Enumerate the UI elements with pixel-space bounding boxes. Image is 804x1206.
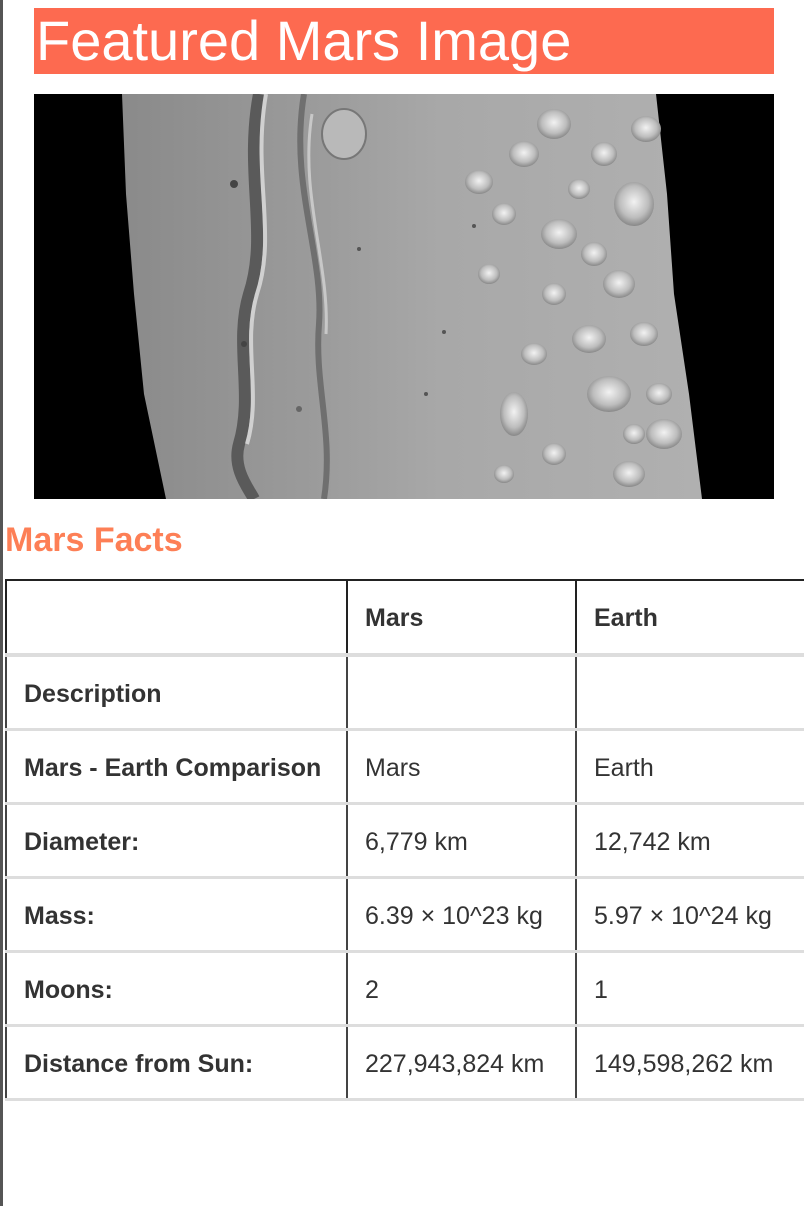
window-left-edge [0,0,3,1206]
mars-value: 6,779 km [346,803,577,879]
table-row: Mass: 6.39 × 10^23 kg 5.97 × 10^24 kg [5,877,804,953]
row-label: Mass: [5,877,348,953]
mars-value: 6.39 × 10^23 kg [346,877,577,953]
row-label: Distance from Sun: [5,1025,348,1101]
mars-value: 227,943,824 km [346,1025,577,1101]
table-row: Description [5,654,804,731]
row-label: Description [5,654,348,731]
earth-value [575,654,804,731]
table-row: Diameter: 6,779 km 12,742 km [5,803,804,879]
mars-facts-table: Mars Earth Description Mars - Earth Comp… [5,579,804,1101]
table-row: Distance from Sun: 227,943,824 km 149,59… [5,1025,804,1101]
row-label: Diameter: [5,803,348,879]
featured-image-title: Featured Mars Image [34,8,774,74]
mars-value: 2 [346,951,577,1027]
featured-mars-image[interactable] [34,94,774,499]
table-header-row: Mars Earth [5,579,804,657]
header-cell-mars: Mars [346,579,577,657]
earth-value: Earth [575,729,804,805]
earth-value: 12,742 km [575,803,804,879]
row-label: Moons: [5,951,348,1027]
table-row: Mars - Earth Comparison Mars Earth [5,729,804,805]
mars-value [346,654,577,731]
earth-value: 1 [575,951,804,1027]
table-row: Moons: 2 1 [5,951,804,1027]
earth-value: 5.97 × 10^24 kg [575,877,804,953]
mars-facts-heading: Mars Facts [5,521,183,559]
mars-value: Mars [346,729,577,805]
header-cell-earth: Earth [575,579,804,657]
row-label: Mars - Earth Comparison [5,729,348,805]
header-cell-blank [5,579,348,657]
earth-value: 149,598,262 km [575,1025,804,1101]
mars-surface-image [34,94,774,499]
